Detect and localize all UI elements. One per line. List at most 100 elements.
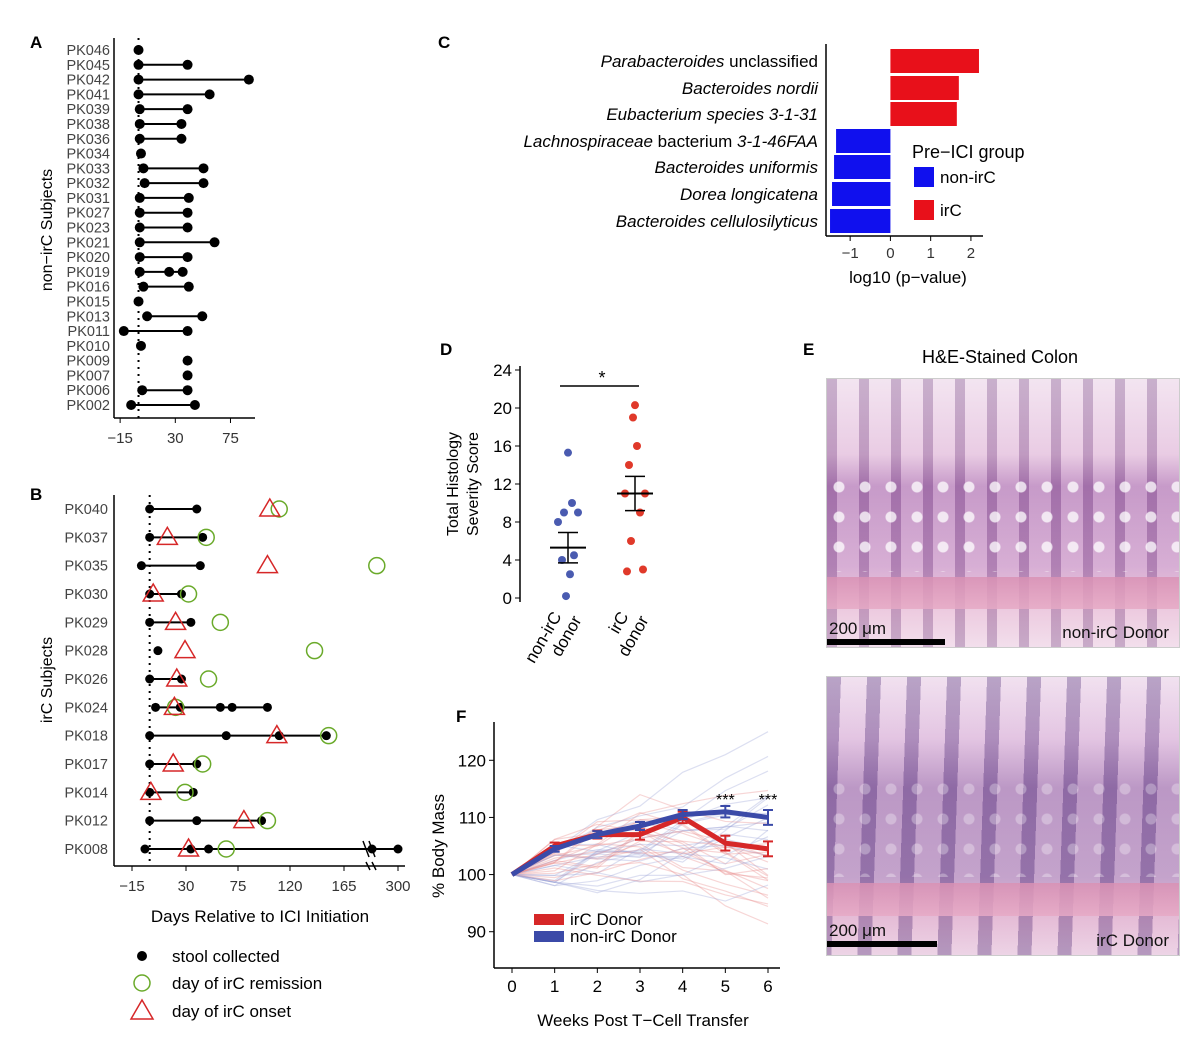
x-axis-title: Weeks Post T−Cell Transfer (537, 1011, 749, 1030)
stool-point (243, 74, 254, 85)
stool-point (140, 844, 150, 854)
panel-c-chart: Parabacteroides unclassified Bacteroides … (523, 44, 1025, 287)
stool-point (182, 222, 193, 233)
data-point-non-irc (570, 551, 578, 560)
individual-trajectory (511, 793, 769, 876)
x-tick-label: 75 (222, 430, 239, 447)
y-axis-title-line2: Severity Score (465, 432, 482, 536)
remission-marker (217, 840, 235, 858)
x-tick-label: −15 (119, 878, 144, 895)
x-tick-label: 0 (886, 245, 894, 262)
legend-swatch-non-irc (914, 167, 934, 187)
subject-label: PK008 (64, 842, 108, 858)
y-tick-label: 120 (458, 751, 486, 770)
scale-bar-label: 200 μm (829, 619, 887, 638)
stool-point (182, 326, 193, 337)
y-tick-label: 16 (493, 437, 512, 456)
subject-label: PK018 (64, 729, 108, 745)
subject-label: PK039 (66, 102, 110, 118)
individual-trajectory (511, 829, 769, 887)
legend-swatch-irc (534, 914, 564, 925)
he-image-non-irc: 200 μm non-irC Donor (826, 378, 1180, 648)
panel-d-chart: 0 4 8 12 16 20 24 Total Histology Severity Score… (445, 361, 653, 666)
data-point-irc (631, 401, 639, 410)
onset-marker (156, 525, 179, 546)
onset-marker (265, 724, 289, 744)
stool-point (192, 504, 202, 514)
subject-label: PK020 (66, 250, 110, 266)
donor-label-non-irc: non-irC Donor (1062, 623, 1169, 642)
stool-point (134, 237, 145, 248)
legend-swatch-irc (914, 200, 934, 220)
subject-label: PK021 (66, 235, 110, 251)
scale-bar-label: 200 μm (829, 921, 887, 940)
stool-point (145, 759, 155, 769)
y-tick-label: 20 (493, 399, 512, 418)
individual-trajectory (511, 797, 769, 876)
subject-label: PK007 (66, 368, 110, 384)
individual-trajectory (511, 795, 769, 887)
significance-annotation: *** (759, 792, 778, 809)
stool-point (139, 178, 150, 189)
panel-letter-a: A (30, 33, 42, 52)
significance-marker: * (598, 368, 605, 388)
stool-point (321, 731, 331, 741)
stool-point (182, 370, 193, 381)
data-point-non-irc (560, 508, 568, 517)
crypt-texture (827, 475, 1179, 572)
onset-marker (161, 752, 185, 772)
x-tick-label: 30 (178, 878, 195, 895)
category-label-italic: Bacteroides cellulosilyticus (616, 212, 819, 231)
subject-label: PK034 (66, 147, 110, 163)
stool-point (198, 163, 209, 174)
individual-trajectory (511, 873, 769, 902)
stool-point (182, 59, 193, 70)
stool-point (136, 561, 146, 571)
stool-point (134, 222, 145, 233)
panel-f-chart: 90 100 110 120 0 1 2 3 4 5 6 % Body Mass Weeks Post … (429, 722, 780, 1030)
individual-trajectory (511, 840, 769, 876)
subject-label: PK024 (64, 700, 108, 716)
subject-label: PK045 (66, 58, 110, 74)
stool-point (182, 207, 193, 218)
data-point-non-irc (566, 570, 574, 579)
onset-marker (139, 780, 163, 801)
onset-marker (173, 639, 197, 659)
subject-label: PK040 (64, 502, 108, 518)
category-label: Bacteroides nordii (682, 79, 819, 98)
stool-point (135, 148, 146, 159)
subject-label: PK041 (66, 87, 110, 103)
subject-label: PK036 (66, 132, 110, 148)
x-tick-label: 165 (331, 878, 356, 895)
remission-marker (193, 755, 212, 773)
stool-point (177, 266, 188, 277)
onset-marker (164, 610, 187, 631)
significance-annotation: *** (716, 792, 735, 809)
stool-point (198, 178, 209, 189)
category-label: Bacteroides uniformis (655, 158, 819, 177)
legend-stool-label: stool collected (172, 947, 280, 966)
x-axis-title: log10 (p−value) (849, 268, 967, 287)
stool-point (138, 281, 149, 292)
stool-point (257, 816, 267, 826)
subject-label: PK013 (66, 309, 110, 325)
data-point-irc (625, 461, 633, 469)
stool-point (176, 118, 187, 129)
stool-point (182, 385, 193, 396)
stool-point (192, 816, 202, 826)
data-point-non-irc (574, 508, 582, 517)
subject-label: PK012 (64, 814, 108, 830)
stool-point (133, 74, 144, 85)
y-axis-title-line1: Total Histology (445, 432, 462, 536)
legend-label-irc: irC Donor (570, 910, 643, 929)
stool-point (186, 617, 196, 627)
legend-label-non-irc: non-irC (940, 168, 996, 187)
y-axis-title: % Body Mass (429, 794, 448, 898)
individual-trajectory (511, 843, 769, 899)
stool-point (134, 266, 145, 277)
individual-trajectory (511, 825, 769, 894)
x-tick-label: 0 (507, 977, 516, 996)
subject-label: PK038 (66, 117, 110, 133)
data-point-irc (639, 565, 647, 574)
data-point-irc (627, 537, 635, 545)
